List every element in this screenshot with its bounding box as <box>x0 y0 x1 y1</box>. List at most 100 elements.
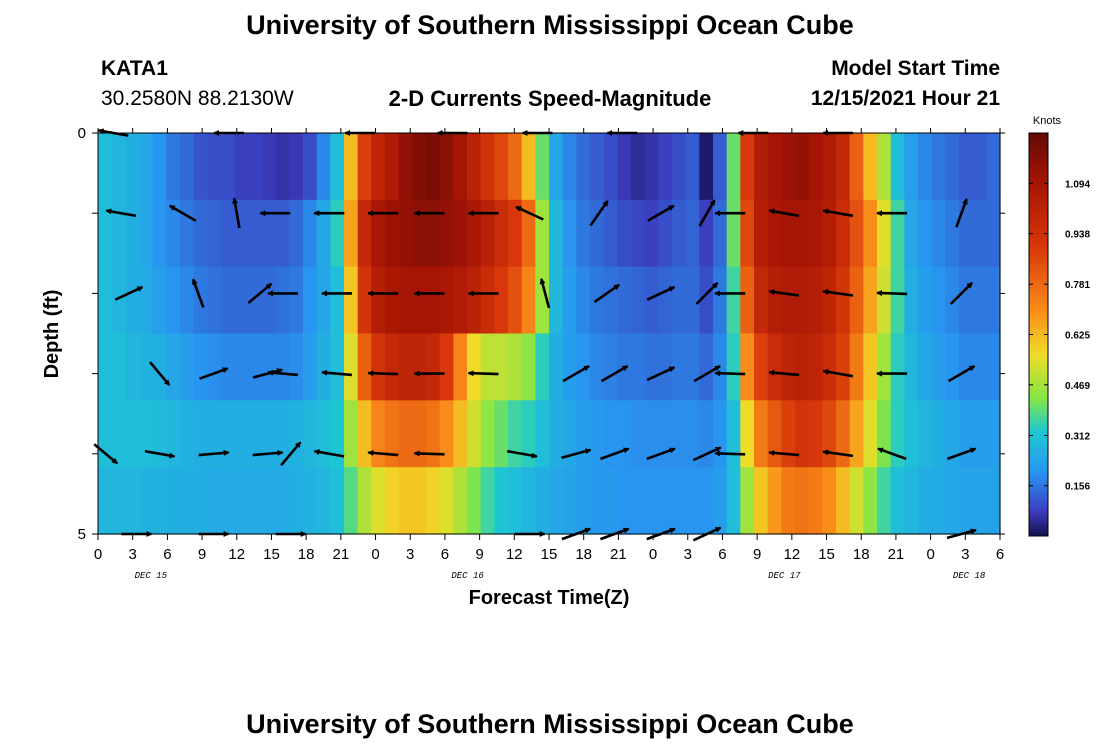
x-tick-label: 0 <box>649 546 657 563</box>
colorbar-segment <box>1029 465 1048 470</box>
heat-cell <box>193 199 208 268</box>
heat-cell <box>767 266 782 335</box>
heat-cell <box>644 133 659 201</box>
colorbar-segment <box>1029 358 1048 362</box>
heat-cell <box>781 199 796 268</box>
heat-cell <box>863 467 878 535</box>
heat-cell <box>863 400 878 468</box>
footer-title: University of Southern Mississippi Ocean… <box>246 709 854 739</box>
current-vector-arrow <box>413 450 445 457</box>
heat-cell <box>398 199 413 268</box>
heat-cell <box>822 266 837 335</box>
heat-cell <box>945 133 960 201</box>
heat-cell <box>494 199 509 268</box>
date-label: DEC 16 <box>451 571 484 581</box>
heat-cell <box>453 199 468 268</box>
heat-cell <box>289 199 304 268</box>
model-start-time: 12/15/2021 Hour 21 <box>810 87 1000 110</box>
colorbar-segment <box>1029 250 1048 255</box>
heat-cell <box>590 333 605 401</box>
colorbar-segment <box>1029 482 1048 487</box>
heat-cell <box>617 133 632 201</box>
heat-cell <box>603 199 618 268</box>
x-tick-label: 6 <box>718 546 726 563</box>
heat-cell <box>467 333 482 401</box>
colorbar-tick-label: 0.469 <box>1065 381 1090 392</box>
current-vector-arrow <box>947 364 976 383</box>
colorbar-segment <box>1029 327 1048 332</box>
heat-cell <box>139 266 154 335</box>
heat-cell <box>180 400 195 468</box>
heat-cell <box>111 133 126 201</box>
model-start-label: Model Start Time <box>831 57 1000 80</box>
colorbar-segment <box>1029 374 1048 379</box>
current-vector-arrow <box>693 364 721 383</box>
colorbar-segment <box>1029 190 1048 194</box>
current-vector-arrow <box>768 449 800 457</box>
current-vector-arrow <box>646 366 676 382</box>
heat-cell <box>453 467 468 535</box>
colorbar-segment <box>1029 488 1048 493</box>
current-vector-arrow <box>247 282 273 304</box>
heat-cell <box>931 400 946 468</box>
heat-cell <box>398 333 413 401</box>
x-tick-label: 21 <box>888 546 905 563</box>
heat-cell <box>508 266 523 335</box>
heat-cell <box>849 333 864 401</box>
current-vector-arrow <box>692 446 722 462</box>
heat-cell <box>221 199 236 268</box>
heat-cell <box>139 199 154 268</box>
heat-cell <box>453 133 468 201</box>
heat-cell <box>754 266 769 335</box>
heat-cell <box>248 467 263 535</box>
heat-cell <box>412 400 427 468</box>
heat-cell <box>426 199 441 268</box>
heat-cell <box>330 266 345 335</box>
heat-cell <box>521 199 536 268</box>
heat-cell <box>521 133 536 201</box>
heat-cell <box>166 400 181 468</box>
current-vector-arrow <box>822 289 854 297</box>
heat-cell <box>808 266 823 335</box>
heat-cell <box>426 266 441 335</box>
heat-cell <box>726 400 741 468</box>
heat-cell <box>617 400 632 468</box>
colorbar-segment <box>1029 180 1048 184</box>
heat-cell <box>877 333 892 401</box>
current-vector-arrow <box>822 368 854 378</box>
heat-cell <box>644 266 659 335</box>
heat-cell <box>699 133 714 201</box>
heat-cell <box>303 400 318 468</box>
colorbar-segment <box>1029 445 1048 450</box>
colorbar-segment <box>1029 519 1048 524</box>
colorbar-tick-label: 0.156 <box>1065 482 1090 493</box>
heat-cell <box>316 199 331 268</box>
heat-cell <box>904 199 919 268</box>
heat-cell <box>808 199 823 268</box>
heat-cell <box>330 199 345 268</box>
heat-cell <box>904 133 919 201</box>
heat-cell <box>781 133 796 201</box>
heat-cell <box>426 467 441 535</box>
colorbar-segment <box>1029 462 1048 466</box>
heat-cell <box>781 400 796 468</box>
heat-cell <box>822 467 837 535</box>
heat-cell <box>98 333 113 401</box>
heat-cell <box>972 199 987 268</box>
colorbar-segment <box>1029 421 1048 426</box>
colorbar-segment <box>1029 280 1048 285</box>
heat-cell <box>152 467 167 535</box>
heat-cell <box>248 133 263 201</box>
heat-cell <box>877 400 892 468</box>
heat-cell <box>562 400 577 468</box>
heat-cell <box>166 199 181 268</box>
heat-cell <box>781 266 796 335</box>
heat-cell <box>822 400 837 468</box>
heat-cell <box>931 199 946 268</box>
heat-cell <box>166 333 181 401</box>
heat-cell <box>986 333 1001 401</box>
heat-cell <box>877 467 892 535</box>
heat-cell <box>822 199 837 268</box>
colorbar-segment <box>1029 452 1048 456</box>
heat-cell <box>699 266 714 335</box>
